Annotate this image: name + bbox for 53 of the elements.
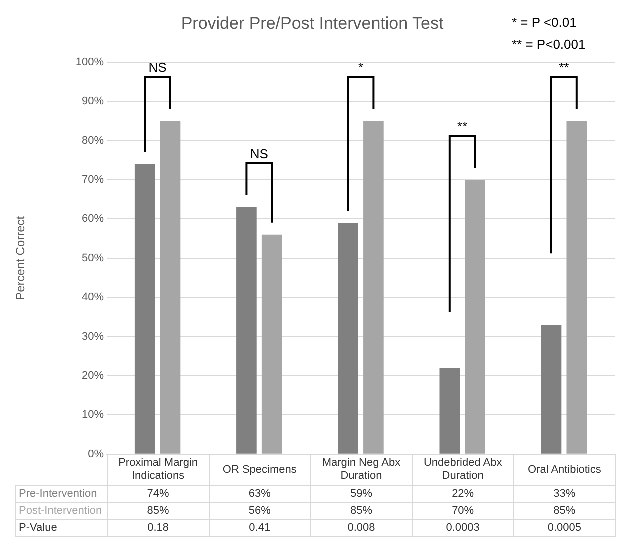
bar	[440, 368, 460, 454]
data-label: 22%	[412, 486, 514, 503]
data-label: 59%	[310, 486, 412, 503]
y-tick-label: 40%	[82, 292, 104, 304]
bar	[364, 121, 384, 454]
y-tick-label: 50%	[82, 252, 104, 264]
text: ** = P<0.001	[512, 36, 586, 54]
text: 0.18	[108, 520, 210, 537]
text: 0.0003	[412, 520, 514, 537]
y-tick-label: 30%	[82, 330, 104, 343]
x-tick-label: Undebrided Abx Duration	[412, 454, 514, 486]
text: 0.41	[209, 520, 311, 537]
data-label: 56%	[209, 502, 311, 520]
bar	[541, 325, 562, 454]
text: * = P <0.01	[512, 14, 578, 32]
bar	[262, 234, 282, 454]
chart-title: Provider Pre/Post Intervention Test	[181, 14, 444, 33]
text: Pre-Intervention	[16, 486, 108, 503]
x-tick-label: Margin Neg Abx Duration	[310, 454, 412, 486]
bar	[160, 121, 181, 454]
data-label: 85%	[108, 502, 210, 520]
text: 0.0005	[514, 520, 616, 537]
annotation: **	[559, 60, 570, 76]
y-tick-label: 90%	[82, 96, 104, 108]
y-tick-label: 80%	[82, 134, 104, 147]
annotation: NS	[148, 60, 168, 76]
annotation: *	[358, 60, 364, 76]
data-label: 70%	[412, 502, 514, 520]
data-label: 74%	[108, 486, 210, 503]
bar	[236, 207, 257, 454]
bar	[338, 223, 358, 454]
y-tick-label: 100%	[76, 56, 104, 68]
y-tick-label: 60%	[82, 213, 104, 226]
text: Post-Intervention	[16, 502, 108, 520]
data-label: 63%	[209, 486, 311, 503]
text: 0.008	[310, 520, 412, 537]
bar	[566, 121, 588, 454]
x-tick-label: Proximal Margin Indications	[108, 454, 210, 486]
x-tick-label: Oral Antibiotics	[514, 454, 616, 486]
y-tick-label: 20%	[82, 370, 104, 382]
text: P-Value	[16, 520, 108, 537]
data-label: 85%	[514, 502, 616, 520]
annotation: NS	[250, 146, 269, 162]
bar	[465, 180, 486, 454]
data-label: 33%	[514, 486, 616, 503]
y-tick-label: 0%	[88, 448, 104, 460]
annotation: **	[458, 119, 468, 134]
x-tick-label: OR Specimens	[209, 454, 311, 486]
bar	[134, 164, 156, 454]
data-label: 85%	[310, 502, 412, 520]
y-axis-title: Percent Correct	[14, 216, 28, 300]
y-tick-label: 10%	[82, 409, 104, 422]
y-tick-label: 70%	[82, 174, 104, 186]
